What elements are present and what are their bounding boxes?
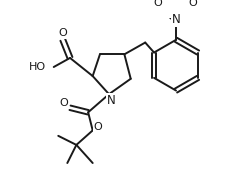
Text: O: O [59,98,68,108]
Text: O: O [154,0,162,8]
Text: O: O [58,28,67,38]
Text: N: N [106,94,115,107]
Text: O: O [188,0,197,8]
Text: N: N [172,13,180,26]
Text: O: O [94,122,102,132]
Text: HO: HO [29,62,46,72]
